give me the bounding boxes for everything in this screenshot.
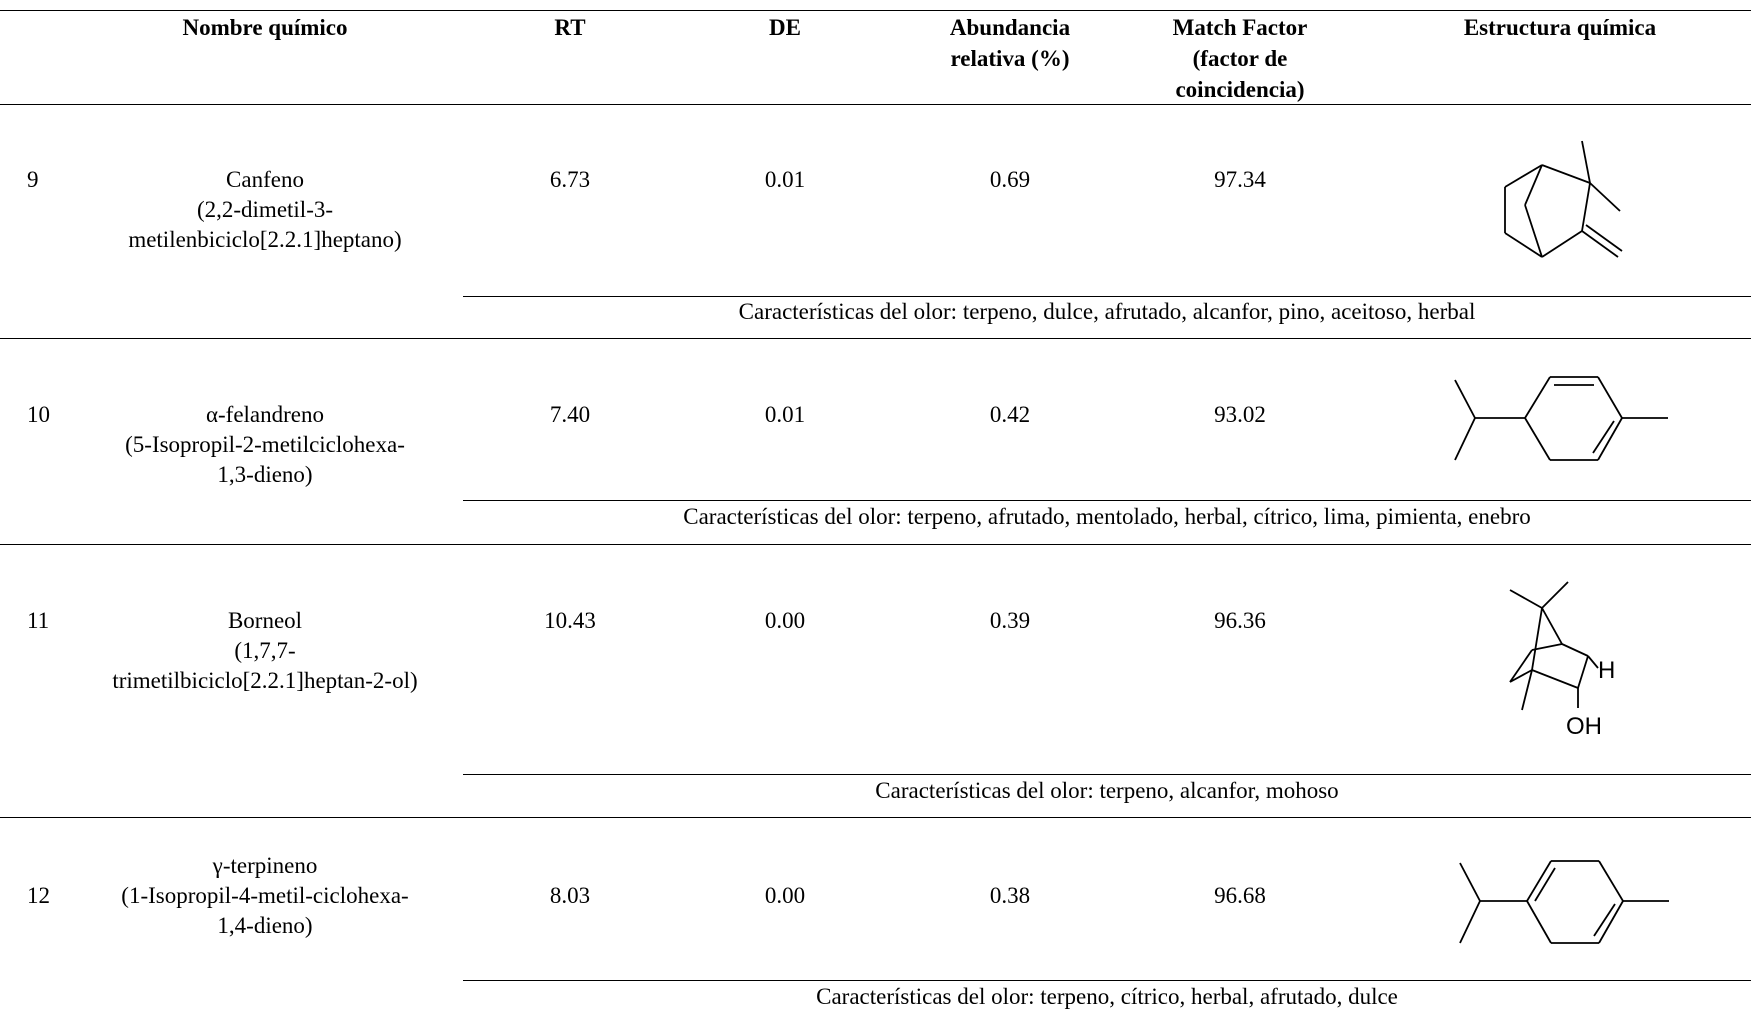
header-abundance-line1: Abundancia xyxy=(949,15,1071,40)
de-value: 0.01 xyxy=(764,167,806,192)
row-number: 9 xyxy=(27,167,39,192)
row-separator-11 xyxy=(0,817,1751,818)
table-top-rule xyxy=(0,10,1751,11)
rt-value: 8.03 xyxy=(549,883,591,908)
match-value: 97.34 xyxy=(1214,167,1266,192)
gamma-terpinene-structure-icon xyxy=(1459,860,1669,944)
iupac-name-line1: (5-Isopropil-2-metilciclohexa- xyxy=(125,432,405,457)
camphene-structure-icon xyxy=(1504,140,1623,258)
abundance-value: 0.39 xyxy=(989,608,1031,633)
row-separator-9 xyxy=(0,338,1751,339)
odor-rule-row-11 xyxy=(463,774,1751,775)
iupac-name-line1: (2,2-dimetil-3- xyxy=(196,197,334,222)
abundance-value: 0.69 xyxy=(989,167,1031,192)
header-rt: RT xyxy=(554,15,586,40)
match-value: 96.68 xyxy=(1214,883,1266,908)
header-name: Nombre químico xyxy=(182,15,348,40)
header-match: Match Factor (factor de coincidencia) xyxy=(1120,12,1360,105)
row-number: 12 xyxy=(27,883,50,908)
row-number: 11 xyxy=(27,608,50,633)
odor-rule-row-12 xyxy=(463,980,1751,981)
iupac-name-line1: (1-Isopropil-4-metil-ciclohexa- xyxy=(121,883,409,908)
row-separator-10 xyxy=(0,544,1751,545)
hydroxyl-label: OH xyxy=(1566,713,1602,740)
rt-value: 6.73 xyxy=(549,167,591,192)
rt-value: 10.43 xyxy=(544,608,596,633)
abundance-value: 0.42 xyxy=(989,402,1031,427)
iupac-name-line2: trimetilbiciclo[2.2.1]heptan-2-ol) xyxy=(112,668,418,693)
header-match-line2: (factor de xyxy=(1192,46,1288,71)
odor-characteristics: Características del olor: terpeno, cítri… xyxy=(816,984,1398,1009)
header-match-line3: coincidencia) xyxy=(1175,77,1305,102)
de-value: 0.00 xyxy=(764,883,806,908)
header-structure: Estructura química xyxy=(1463,15,1657,40)
header-match-line1: Match Factor xyxy=(1172,15,1308,40)
alpha-phellandrene-structure-icon xyxy=(1454,376,1668,461)
row-number: 10 xyxy=(27,402,50,427)
hydrogen-label: H xyxy=(1598,657,1615,684)
iupac-name-line2: 1,4-dieno) xyxy=(217,913,313,938)
odor-characteristics: Características del olor: terpeno, dulce… xyxy=(738,299,1476,324)
de-value: 0.01 xyxy=(764,402,806,427)
borneol-structure-icon: H OH xyxy=(1509,581,1615,740)
common-name: α-felandreno xyxy=(205,402,325,427)
odor-characteristics: Características del olor: terpeno, afrut… xyxy=(683,504,1531,529)
header-de: DE xyxy=(769,15,801,40)
chemical-name: α-felandreno (5-Isopropil-2-metilciclohe… xyxy=(70,400,460,490)
common-name: γ-terpineno xyxy=(212,853,318,878)
match-value: 96.36 xyxy=(1214,608,1266,633)
rt-value: 7.40 xyxy=(549,402,591,427)
iupac-name-line2: metilenbiciclo[2.2.1]heptano) xyxy=(128,227,402,252)
odor-rule-row-10 xyxy=(463,500,1751,501)
iupac-name-line2: 1,3-dieno) xyxy=(217,462,313,487)
chemical-name: γ-terpineno (1-Isopropil-4-metil-ciclohe… xyxy=(70,851,460,941)
header-abundance: Abundancia relativa (%) xyxy=(900,12,1120,74)
header-abundance-line2: relativa (%) xyxy=(950,46,1070,71)
odor-rule-row-9 xyxy=(463,296,1751,297)
odor-characteristics: Características del olor: terpeno, alcan… xyxy=(875,778,1339,803)
common-name: Borneol xyxy=(227,608,303,633)
chemical-name: Borneol (1,7,7- trimetilbiciclo[2.2.1]he… xyxy=(70,606,460,696)
abundance-value: 0.38 xyxy=(989,883,1031,908)
de-value: 0.00 xyxy=(764,608,806,633)
match-value: 93.02 xyxy=(1214,402,1266,427)
common-name: Canfeno xyxy=(226,167,304,192)
iupac-name-line1: (1,7,7- xyxy=(234,638,296,663)
header-bottom-rule xyxy=(0,104,1751,105)
chemical-name: Canfeno (2,2-dimetil-3- metilenbiciclo[2… xyxy=(70,165,460,255)
